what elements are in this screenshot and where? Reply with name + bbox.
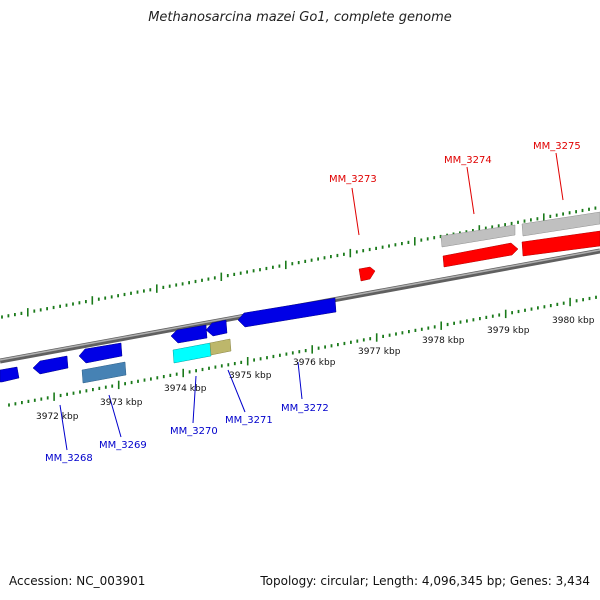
gene-mm-3273[interactable] bbox=[358, 266, 376, 282]
genome-summary-text: Topology: circular; Length: 4,096,345 bp… bbox=[260, 574, 590, 588]
reverse-label-leaders bbox=[59, 361, 303, 451]
gene-mm-3272[interactable] bbox=[237, 297, 337, 328]
gene-mm-3269[interactable] bbox=[78, 342, 123, 364]
gene-mm-3275-pseudo[interactable] bbox=[521, 211, 600, 237]
accession-text: Accession: NC_003901 bbox=[9, 574, 146, 588]
kbp-label: 3972 kbp bbox=[36, 412, 79, 422]
gene-mm-3271-b[interactable] bbox=[209, 338, 232, 356]
kbp-label: 3977 kbp bbox=[358, 347, 401, 357]
gene-left-edge[interactable] bbox=[0, 366, 20, 383]
kbp-labels: 3972 kbp 3973 kbp 3974 kbp 3975 kbp 3976… bbox=[36, 316, 595, 422]
gene-mm-3269-b[interactable] bbox=[81, 361, 127, 384]
gene-label-mm-3270[interactable]: MM_3270 bbox=[170, 426, 218, 437]
forward-tick-track bbox=[1, 206, 597, 319]
gene-label-mm-3273[interactable]: MM_3273 bbox=[329, 174, 377, 185]
gene-label-mm-3271[interactable]: MM_3271 bbox=[225, 415, 273, 426]
gene-label-mm-3269[interactable]: MM_3269 bbox=[99, 440, 147, 451]
gene-mm-3268[interactable] bbox=[32, 355, 69, 375]
kbp-label: 3973 kbp bbox=[100, 398, 143, 408]
forward-genes bbox=[358, 211, 600, 282]
gene-mm-3270-b[interactable] bbox=[172, 342, 212, 364]
map-title: Methanosarcina mazei Go1, complete genom… bbox=[148, 10, 452, 25]
forward-gene-labels: MM_3273 MM_3274 MM_3275 bbox=[329, 141, 581, 185]
gene-label-mm-3272[interactable]: MM_3272 bbox=[281, 403, 329, 414]
reverse-gene-labels: MM_3268 MM_3269 MM_3270 MM_3271 MM_3272 bbox=[45, 403, 329, 464]
kbp-label: 3978 kbp bbox=[422, 336, 465, 346]
reverse-tick-track bbox=[8, 295, 597, 407]
gene-label-mm-3274[interactable]: MM_3274 bbox=[444, 155, 492, 166]
kbp-label: 3975 kbp bbox=[229, 371, 272, 381]
forward-label-leaders bbox=[351, 152, 564, 236]
gene-mm-3270[interactable] bbox=[170, 324, 208, 344]
kbp-label: 3974 kbp bbox=[164, 384, 207, 394]
gene-label-mm-3268[interactable]: MM_3268 bbox=[45, 453, 93, 464]
kbp-label: 3980 kbp bbox=[552, 316, 595, 326]
kbp-label: 3979 kbp bbox=[487, 326, 530, 336]
gene-mm-3274[interactable] bbox=[442, 242, 519, 268]
gene-mm-3271[interactable] bbox=[205, 319, 228, 337]
gene-mm-3275[interactable] bbox=[521, 230, 600, 257]
gene-label-mm-3275[interactable]: MM_3275 bbox=[533, 141, 581, 152]
kbp-label: 3976 kbp bbox=[293, 358, 336, 368]
gene-mm-3274-pseudo[interactable] bbox=[440, 224, 516, 248]
reverse-genes bbox=[0, 297, 337, 384]
